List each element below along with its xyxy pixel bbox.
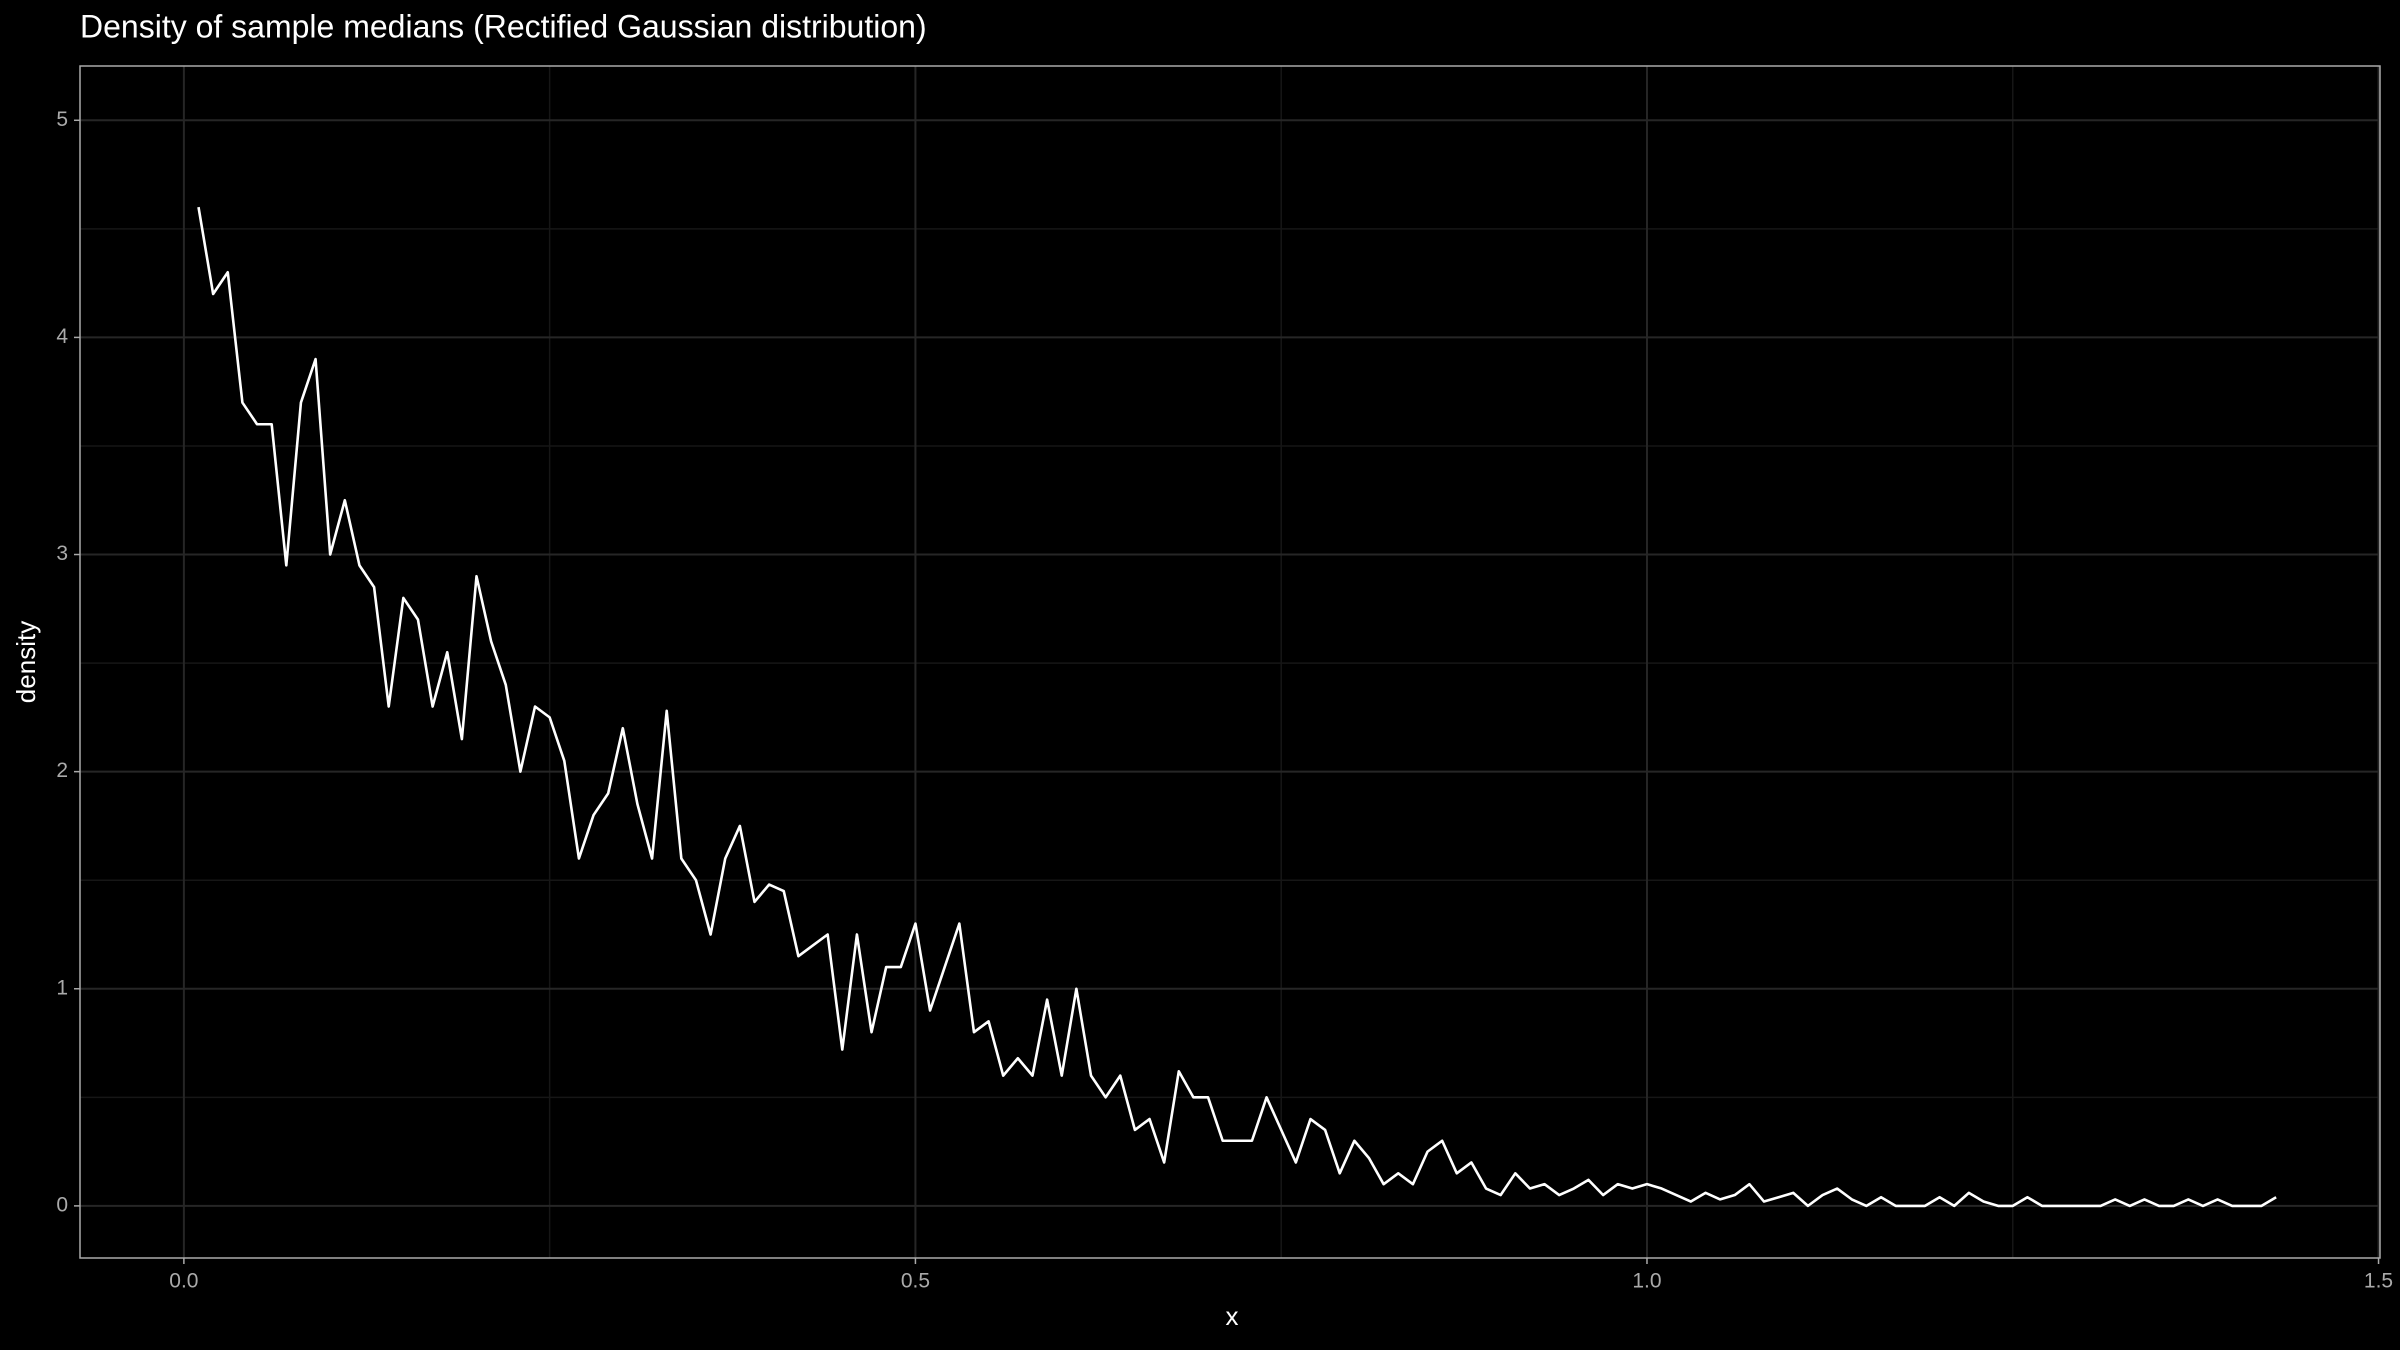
- y-tick-label: 4: [56, 325, 68, 348]
- chart-title: Density of sample medians (Rectified Gau…: [80, 8, 927, 44]
- y-tick-label: 1: [56, 976, 68, 999]
- y-tick-label: 5: [56, 108, 68, 131]
- y-tick-label: 0: [56, 1193, 68, 1216]
- x-tick-label: 0.0: [169, 1270, 198, 1293]
- y-tick-label: 2: [56, 759, 68, 782]
- density-line: [197, 206, 2277, 1208]
- y-tick-label: 3: [56, 542, 68, 565]
- y-axis-label: density: [11, 621, 41, 703]
- x-tick-label: 1.0: [1632, 1270, 1661, 1293]
- x-axis-label: x: [1226, 1301, 1239, 1331]
- x-tick-label: 1.5: [2364, 1270, 2393, 1293]
- panel-border: [79, 65, 2381, 1259]
- x-tick-label: 0.5: [901, 1270, 930, 1293]
